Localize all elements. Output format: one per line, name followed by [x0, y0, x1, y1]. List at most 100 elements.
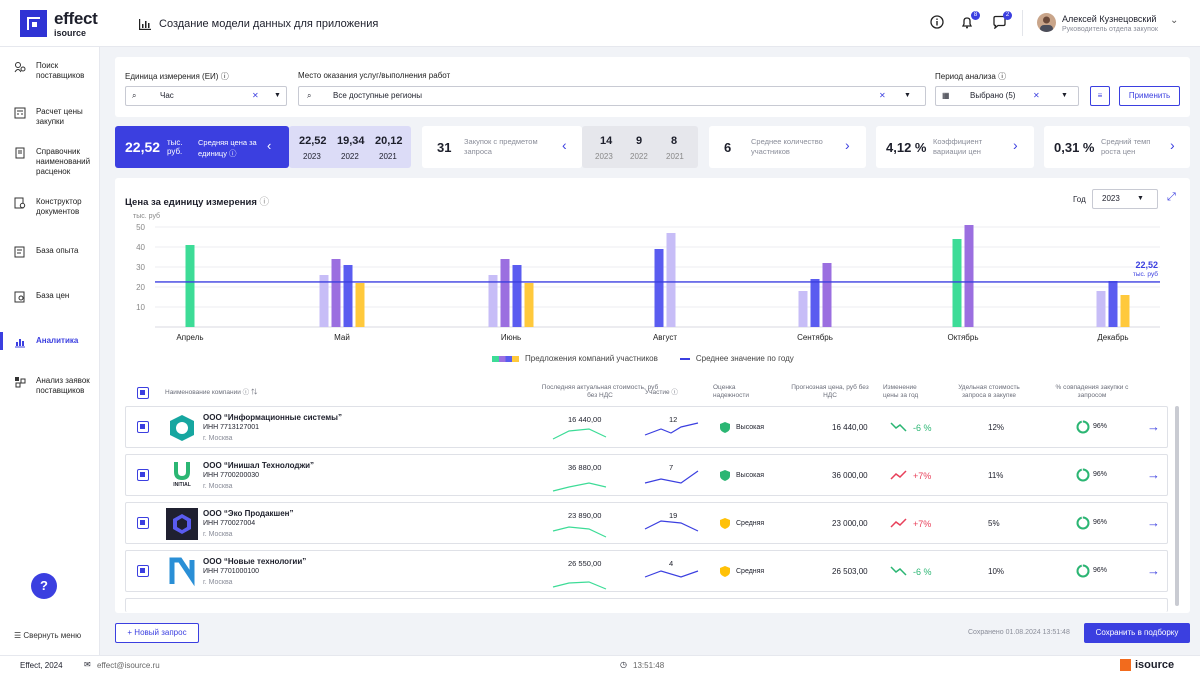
sidebar-item-price-base[interactable]: База цен: [0, 291, 100, 303]
col-match[interactable]: % совпадения закупки с запросом: [1055, 384, 1129, 399]
y-tick-label: 40: [136, 243, 145, 252]
year-select[interactable]: 2023 ▼: [1092, 189, 1158, 209]
row-checkbox[interactable]: [137, 421, 149, 433]
dropdown-arrow-icon[interactable]: ▼: [1061, 92, 1068, 99]
row-checkbox[interactable]: [137, 565, 149, 577]
participation-sparkline: [644, 520, 699, 532]
col-forecast[interactable]: Прогнозная цена, руб без НДС: [791, 384, 869, 399]
arrow-right-icon[interactable]: →: [1147, 515, 1160, 530]
user-name: Алексей Кузнецовский: [1062, 14, 1157, 24]
table-row[interactable]: [125, 598, 1168, 612]
reliability-value: Средняя: [736, 520, 765, 527]
period-select[interactable]: ▦ Выбрано (5) ✕ ▼: [935, 86, 1079, 106]
page-title: Создание модели данных для приложения: [139, 18, 378, 30]
chevron-right-icon[interactable]: ›: [1170, 137, 1175, 153]
chevron-right-icon[interactable]: ›: [1013, 137, 1018, 153]
arrow-right-icon[interactable]: →: [1147, 563, 1160, 578]
expand-icon[interactable]: ⤢: [1167, 191, 1176, 203]
bar: [798, 291, 808, 327]
sidebar-item-doc-builder[interactable]: Конструктор документов: [0, 197, 100, 217]
book-icon: [15, 147, 25, 159]
unit-select[interactable]: ⌕ Час ✕ ▼: [125, 86, 287, 106]
match-ring-icon: [1076, 564, 1090, 578]
avatar[interactable]: [1037, 13, 1056, 32]
purchases-card[interactable]: 31 Закупок с предметом запроса ‹: [422, 126, 582, 168]
purchases-years: 14 2023 9 2022 8 2021: [582, 126, 698, 168]
col-participation[interactable]: Участие ⓘ: [645, 389, 678, 396]
sidebar-item-analytics[interactable]: Аналитика: [0, 332, 100, 350]
company-name[interactable]: ООО “Информационные системы”: [203, 413, 343, 422]
x-tick-label: Октябрь: [947, 333, 978, 342]
company-name[interactable]: ООО “Новые технологии”: [203, 557, 307, 566]
arrow-right-icon[interactable]: →: [1147, 419, 1160, 434]
sidebar-item-rates-directory[interactable]: Справочник наименований расценок: [0, 147, 100, 177]
sidebar-item-supplier-applications[interactable]: Анализ заявок поставщиков: [0, 376, 100, 396]
row-checkbox[interactable]: [137, 517, 149, 529]
chevron-down-icon[interactable]: ⌄: [1170, 15, 1179, 26]
period-label: Период анализа ⓘ: [935, 72, 1007, 81]
company-city: г. Москва: [203, 579, 233, 586]
participants-card[interactable]: 6 Среднее количество участников ›: [709, 126, 866, 168]
apply-button[interactable]: Применить: [1119, 86, 1180, 106]
table-row[interactable]: ООО “Новые технологии” ИНН 7701000100 г. М…: [125, 550, 1168, 592]
price-sparkline: [552, 526, 607, 538]
place-select[interactable]: ⌕ Все доступные регионы ✕ ▼: [298, 86, 926, 106]
chevron-left-icon[interactable]: ‹: [562, 137, 567, 153]
clear-icon[interactable]: ✕: [252, 91, 259, 100]
bell-icon[interactable]: 8: [960, 11, 980, 31]
last-price: 36 880,00: [568, 463, 602, 472]
bar: [654, 249, 664, 327]
company-name[interactable]: ООО “Эко Продакшен”: [203, 509, 294, 518]
sidebar-item-price-calc[interactable]: Расчет цены закупки: [0, 107, 100, 127]
company-name[interactable]: ООО “Инишал Технолоджи”: [203, 461, 315, 470]
arrow-right-icon[interactable]: →: [1147, 467, 1160, 482]
table-scrollbar[interactable]: [1175, 406, 1179, 606]
info-icon[interactable]: [930, 15, 946, 31]
filter-icon[interactable]: ≡: [1090, 86, 1110, 106]
sidebar-item-supplier-search[interactable]: Поиск поставщиков: [0, 61, 100, 81]
bar: [964, 225, 974, 327]
calculator-icon: [14, 107, 26, 119]
table-row[interactable]: INITIAL ООО “Инишал Технолоджи” ИНН 770020…: [125, 454, 1168, 496]
row-checkbox[interactable]: [137, 469, 149, 481]
shield-icon: [720, 470, 730, 481]
help-button[interactable]: ?: [31, 573, 57, 599]
effect-logo[interactable]: [20, 10, 47, 37]
forecast-price: 23 000,00: [832, 519, 868, 528]
footer-time: 13:51:48: [633, 661, 665, 670]
col-company[interactable]: Наименование компании ⓘ ⇅: [165, 389, 258, 396]
clear-icon[interactable]: ✕: [879, 91, 886, 100]
table-row[interactable]: ООО “Эко Продакшен” ИНН 770027004 г. Москв…: [125, 502, 1168, 544]
clear-icon[interactable]: ✕: [1033, 91, 1040, 100]
sidebar-item-experience-base[interactable]: База опыта: [0, 246, 100, 258]
save-to-collection-button[interactable]: Сохранить в подборку: [1084, 623, 1190, 643]
col-last-price[interactable]: Последняя актуальная стоимость, руб без …: [541, 384, 659, 399]
col-reliability[interactable]: Оценка надежности: [713, 384, 749, 399]
forecast-price: 16 440,00: [832, 423, 868, 432]
col-share[interactable]: Удельная стоимость запроса в закупке: [958, 384, 1020, 399]
variation-card[interactable]: 4,12 % Коэффициент вариации цен ›: [876, 126, 1034, 168]
chart-legend: Предложения компаний участников Среднее …: [492, 354, 794, 363]
price-change: -6 %: [913, 567, 932, 577]
price-sparkline: [552, 581, 607, 590]
chevron-right-icon[interactable]: ›: [845, 137, 850, 153]
select-all-checkbox[interactable]: [137, 387, 149, 399]
price-base-icon: [14, 291, 25, 303]
growth-card[interactable]: 0,31 % Средний темп роста цен ›: [1044, 126, 1190, 168]
chat-icon[interactable]: 2: [992, 11, 1012, 31]
participation-sparkline: [644, 422, 699, 436]
col-change[interactable]: Изменение цены за год: [883, 384, 919, 399]
trend-up-icon: [890, 518, 907, 528]
new-request-button[interactable]: + Новый запрос: [115, 623, 199, 643]
chevron-left-icon[interactable]: ‹: [267, 138, 272, 153]
company-inn: ИНН 7700200030: [203, 472, 260, 479]
dropdown-arrow-icon[interactable]: ▼: [274, 92, 281, 99]
collapse-menu-button[interactable]: ☰ Свернуть меню: [14, 631, 82, 640]
participation-count: 7: [669, 463, 674, 472]
footer-email[interactable]: effect@isource.ru: [97, 661, 160, 670]
table-row[interactable]: ООО “Информационные системы” ИНН 77131270…: [125, 406, 1168, 448]
filters-panel: Единица измерения (ЕИ) ⓘ ⌕ Час ✕ ▼ Место…: [115, 57, 1190, 117]
dropdown-arrow-icon[interactable]: ▼: [904, 92, 911, 99]
avg-price-card[interactable]: 22,52 тыс. руб. Средняя цена за единицу …: [115, 126, 289, 168]
last-price: 26 550,00: [568, 559, 602, 568]
